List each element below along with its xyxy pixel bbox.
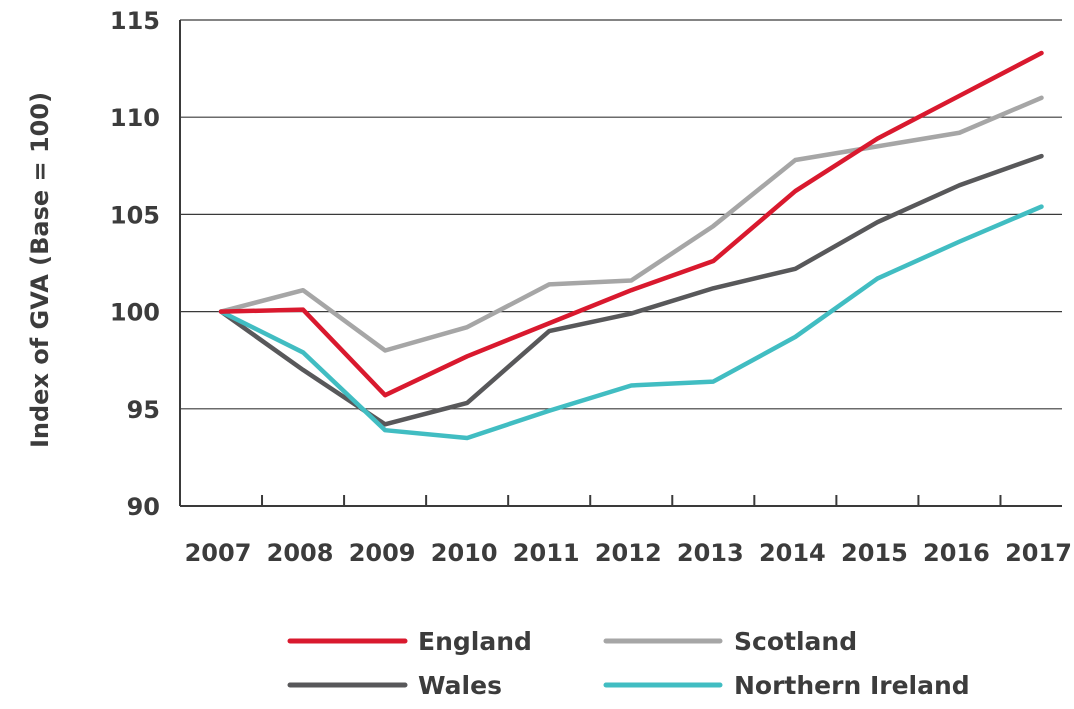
legend-label-england: England — [418, 627, 532, 656]
x-tick-label: 2009 — [349, 539, 416, 567]
legend-label-wales: Wales — [418, 671, 502, 700]
y-tick-label: 110 — [110, 104, 160, 132]
legend-label-scotland: Scotland — [734, 627, 857, 656]
series-line-scotland — [218, 95, 1044, 353]
x-tick-label: 2007 — [185, 539, 252, 567]
x-tick-label: 2017 — [1005, 539, 1072, 567]
x-tick-label: 2008 — [267, 539, 334, 567]
x-tick-label: 2016 — [923, 539, 990, 567]
y-tick-labels: 90 95 100 105 110 115 — [110, 7, 160, 521]
axes — [179, 20, 1062, 507]
gridlines — [180, 19, 1062, 410]
y-tick-label: 90 — [127, 493, 160, 521]
x-tick-label: 2011 — [513, 539, 580, 567]
x-tick-label: 2015 — [841, 539, 908, 567]
y-tick-label: 115 — [110, 7, 160, 35]
y-tick-label: 105 — [110, 201, 160, 229]
x-tick-label: 2014 — [759, 539, 826, 567]
series-line-england — [218, 50, 1044, 398]
x-tick-labels: 2007 2008 2009 2010 2011 2012 2013 2014 2015 2016… — [185, 539, 1072, 567]
y-axis-title: Index of GVA (Base = 100) — [26, 92, 54, 448]
legend-label-northern-ireland: Northern Ireland — [734, 671, 970, 700]
legend: England Scotland Wales Northern Ireland — [287, 627, 970, 700]
x-tick-label: 2013 — [677, 539, 744, 567]
series-lines — [218, 50, 1044, 441]
series-line-northern-ireland — [218, 204, 1044, 441]
y-tick-label: 100 — [110, 299, 160, 327]
x-tick-label: 2010 — [431, 539, 498, 567]
x-tick-label: 2012 — [595, 539, 662, 567]
y-tick-label: 95 — [127, 396, 160, 424]
